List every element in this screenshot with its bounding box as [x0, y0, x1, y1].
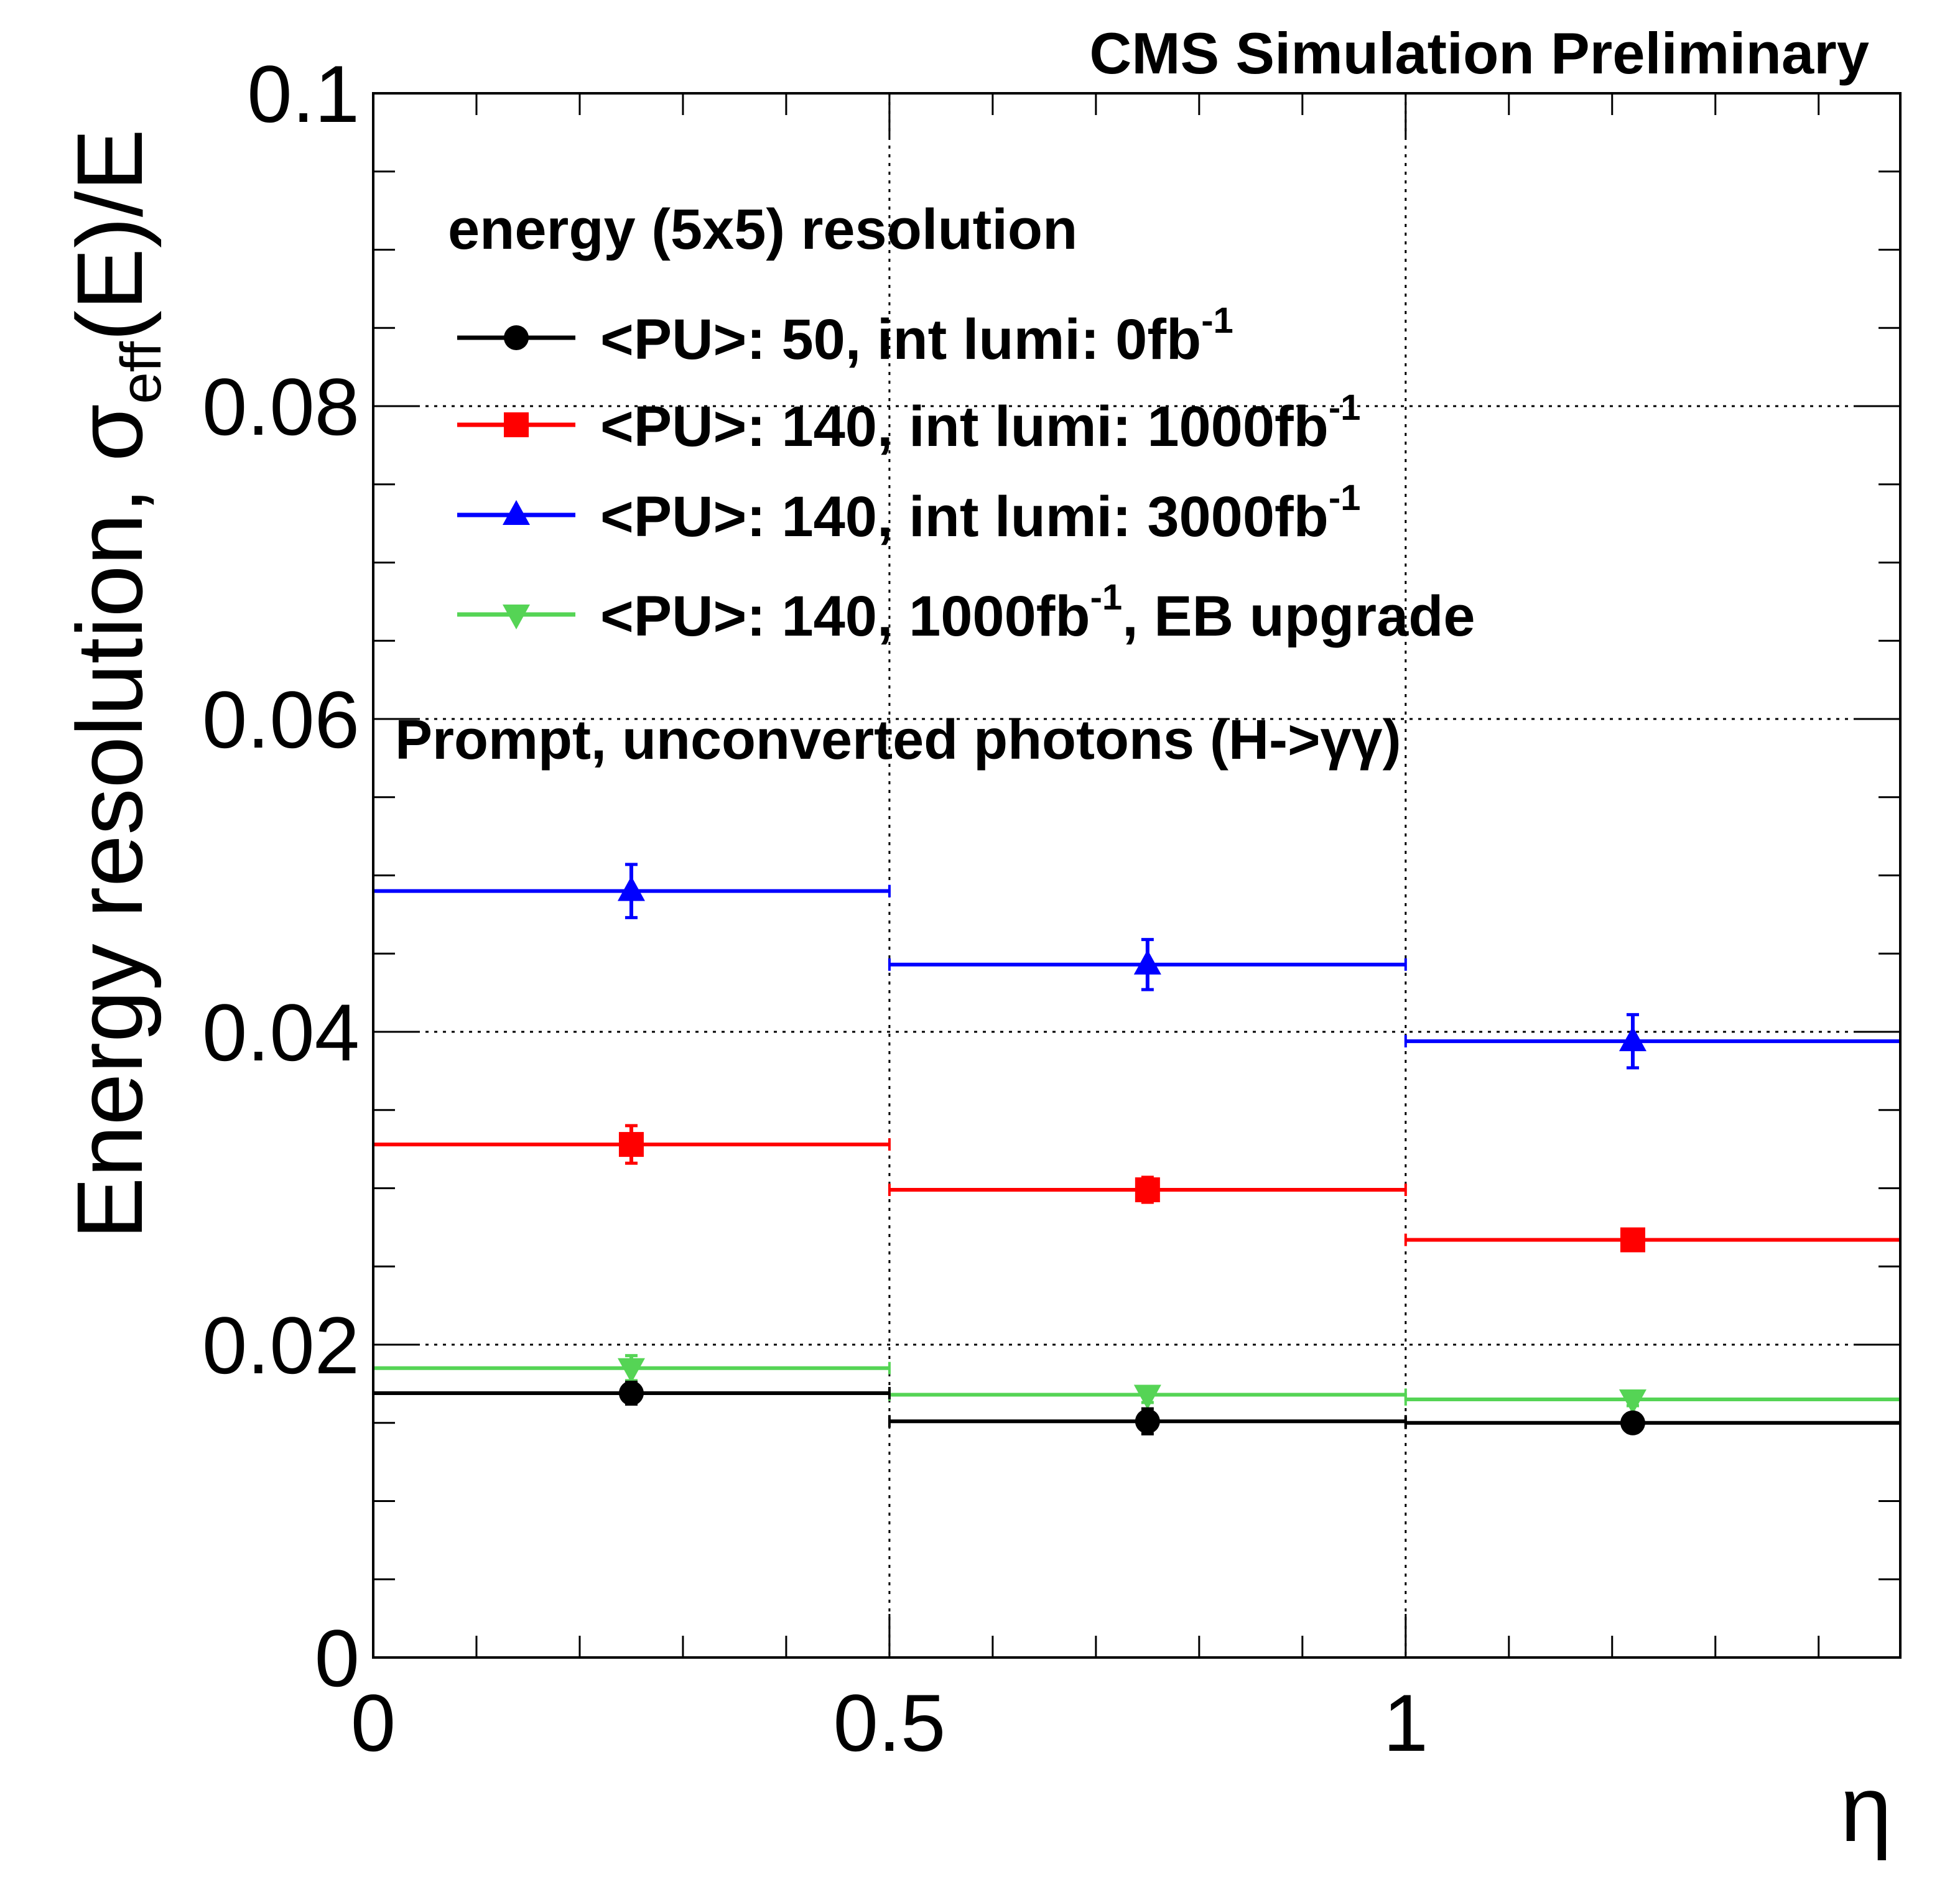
tick-labels: 0 0.5 1 0 0.02 0.04 0.06 0.08 0.1	[202, 49, 1428, 1768]
legend-entry-3: <PU>: 140, 1000fb-1, EB upgrade	[457, 577, 1475, 648]
grid-lines	[373, 93, 1900, 1658]
annotation-text: Prompt, unconverted photons (H->γγ)	[395, 709, 1401, 771]
y-tick-label: 0.02	[202, 1300, 360, 1391]
data-point	[1135, 1177, 1160, 1203]
legend-label: <PU>: 140, int lumi: 3000fb-1	[600, 478, 1360, 549]
legend-marker	[503, 605, 530, 629]
data-point	[618, 1380, 644, 1406]
series-3	[372, 1354, 1902, 1415]
legend-label: <PU>: 140, 1000fb-1, EB upgrade	[600, 577, 1475, 648]
data-point	[618, 1132, 644, 1157]
series-1	[372, 1124, 1902, 1253]
legend-label-main: <PU>: 140, 1000fb	[600, 585, 1090, 648]
series-2	[372, 863, 1902, 1070]
y-tick-label: 0.08	[202, 361, 360, 452]
y-tick-label: 0	[315, 1613, 360, 1704]
data-point	[617, 1358, 645, 1383]
legend-label-superscript: -1	[1329, 478, 1361, 518]
chart-title: CMS Simulation Preliminary	[1089, 21, 1869, 86]
y-axis-label-sub: eff	[109, 341, 173, 404]
legend-marker	[504, 325, 529, 350]
legend-entry-0: <PU>: 50, int lumi: 0fb-1	[457, 300, 1233, 371]
y-tick-label: 0.04	[202, 987, 360, 1078]
series-0	[372, 1380, 1902, 1435]
legend-label: <PU>: 140, int lumi: 1000fb-1	[600, 387, 1360, 458]
y-axis-label: Energy resolution, σeff(E)/E	[57, 129, 173, 1240]
legend-entry-1: <PU>: 140, int lumi: 1000fb-1	[457, 387, 1360, 458]
data-point	[1620, 1227, 1645, 1253]
legend-entry-2: <PU>: 140, int lumi: 3000fb-1	[457, 478, 1360, 549]
legend-label-main: <PU>: 50, int lumi: 0fb	[600, 308, 1201, 371]
legend-label-main: <PU>: 140, int lumi: 3000fb	[600, 485, 1329, 549]
legend-label-superscript: -1	[1201, 300, 1233, 341]
x-tick-label: 0.5	[834, 1677, 946, 1768]
plot-frame	[372, 92, 1902, 1659]
legend-marker	[503, 500, 530, 525]
x-tick-label: 1	[1383, 1677, 1428, 1768]
legend-label: <PU>: 50, int lumi: 0fb-1	[600, 300, 1233, 371]
legend-label-superscript: -1	[1329, 387, 1361, 428]
data-point	[617, 876, 645, 901]
legend-label-superscript: -1	[1090, 577, 1123, 618]
x-axis-label: η	[1840, 1756, 1892, 1861]
legend: <PU>: 50, int lumi: 0fb-1<PU>: 140, int …	[457, 300, 1475, 648]
y-axis-label-rest: (E)/E	[57, 129, 162, 341]
legend-header: energy (5x5) resolution	[448, 198, 1077, 261]
y-tick-label: 0.1	[247, 49, 360, 139]
data-point	[1620, 1410, 1645, 1435]
data-point	[1619, 1026, 1646, 1052]
legend-marker	[504, 412, 529, 437]
data-point	[1133, 949, 1161, 975]
data-point	[1135, 1409, 1160, 1434]
y-tick-label: 0.06	[202, 674, 360, 765]
legend-label-tail: , EB upgrade	[1122, 585, 1475, 648]
y-axis-label-main: Energy resolution, σ	[57, 404, 162, 1240]
data-point	[1133, 1384, 1161, 1410]
legend-label-main: <PU>: 140, int lumi: 1000fb	[600, 395, 1329, 458]
x-tick-label: 0	[351, 1677, 396, 1768]
data-series	[372, 863, 1902, 1435]
data-point	[1619, 1389, 1646, 1415]
